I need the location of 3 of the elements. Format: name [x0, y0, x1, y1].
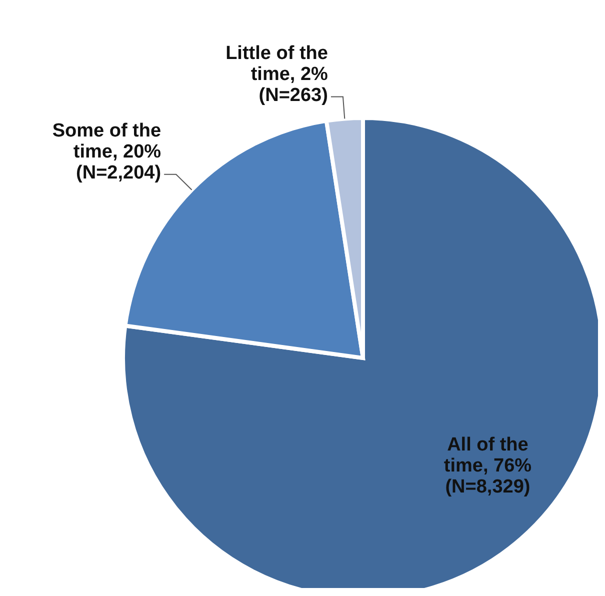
slice-label: Some of the time, 20% (N=2,204) — [52, 120, 162, 184]
slice-label: Little of the time, 2% (N=263) — [226, 42, 328, 106]
slice-label: All of the time, 76% (N=8,329) — [444, 434, 532, 498]
